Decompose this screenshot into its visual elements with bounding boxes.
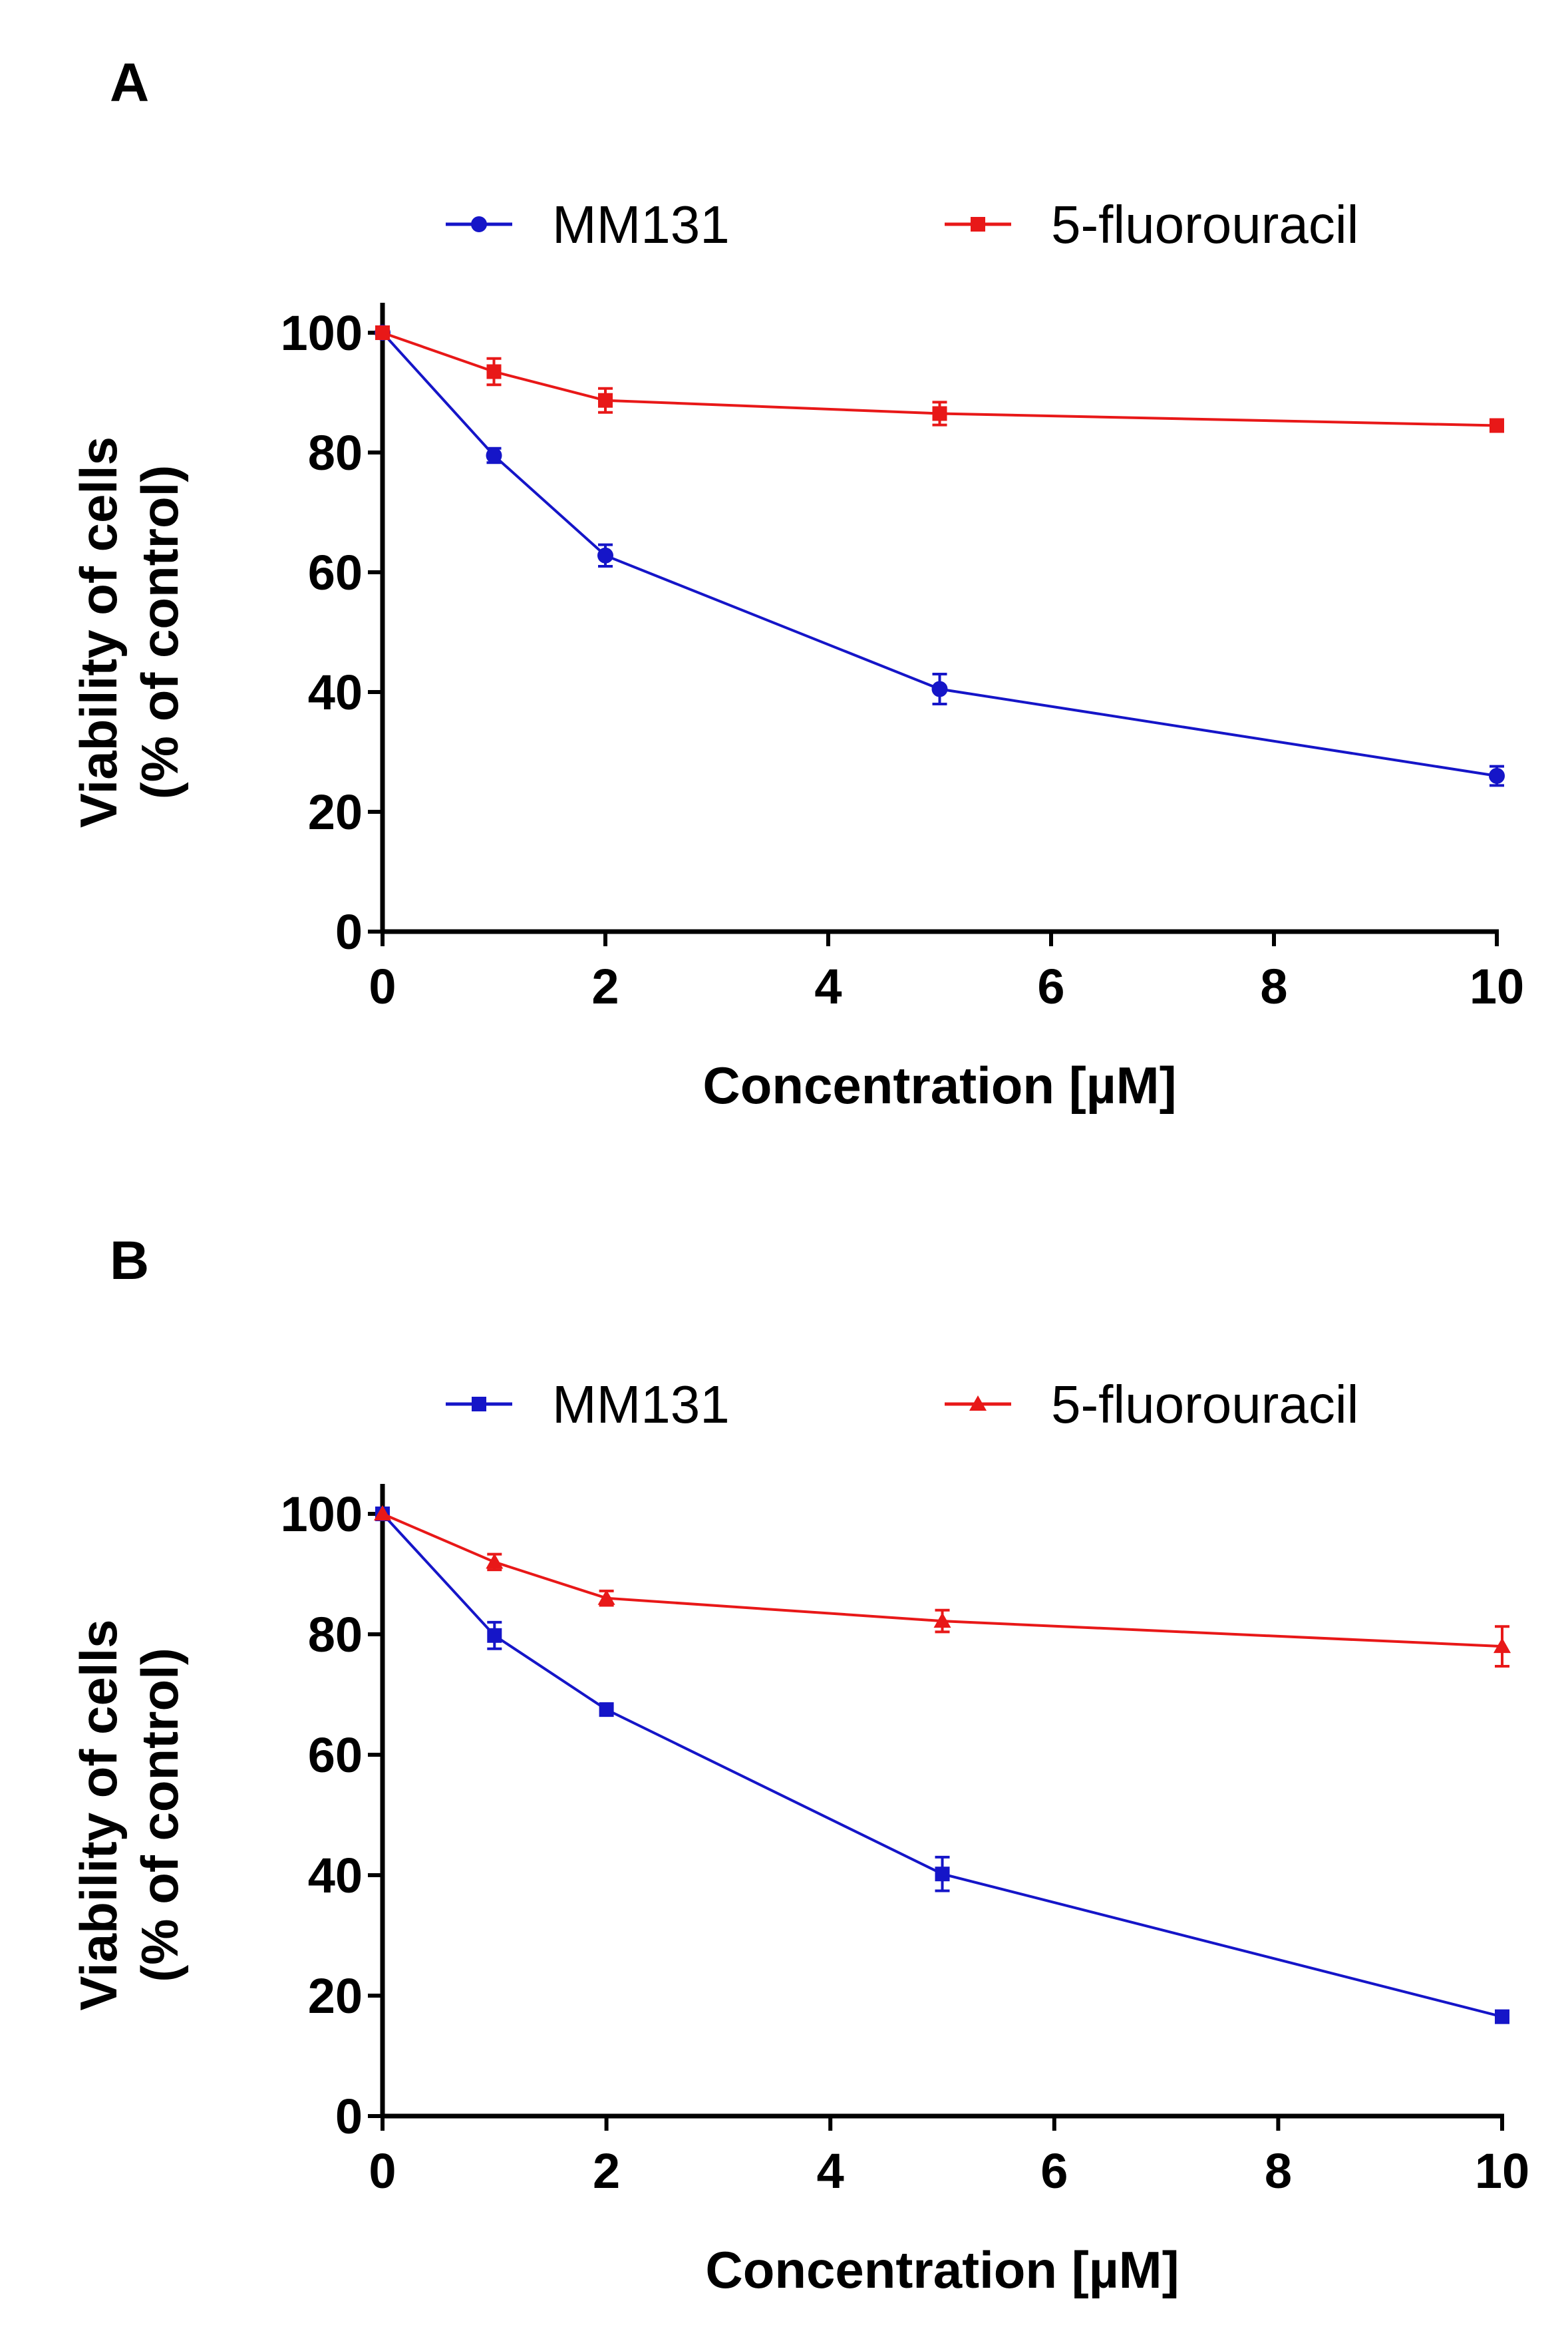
y-tick-label: 0 bbox=[335, 2089, 363, 2144]
y-axis-title: Viability of cells(% of control) bbox=[69, 1619, 189, 2010]
data-point bbox=[931, 681, 948, 697]
series-mm131 bbox=[375, 325, 1505, 787]
data-point bbox=[375, 325, 390, 340]
data-point bbox=[486, 1553, 504, 1569]
x-tick-label: 8 bbox=[1265, 2143, 1292, 2199]
panel-label: B bbox=[110, 1230, 149, 1291]
panel-b: B MM131 5-fluorouracil 0 20 40 60 80 100 0 2 4 6 8 10 C… bbox=[69, 1230, 1529, 2299]
legend-marker bbox=[472, 1397, 486, 1411]
legend-marker bbox=[971, 217, 985, 232]
x-tick-label: 10 bbox=[1470, 959, 1524, 1014]
legend: MM131 5-fluorouracil bbox=[446, 1375, 1358, 1434]
legend-label: MM131 bbox=[552, 1375, 730, 1434]
y-tick-label: 20 bbox=[308, 785, 363, 840]
x-tick-label: 0 bbox=[369, 959, 396, 1014]
data-point bbox=[597, 1589, 615, 1605]
x-tick-label: 4 bbox=[814, 959, 842, 1014]
y-axis-title-line: (% of control) bbox=[130, 465, 189, 800]
data-point bbox=[1493, 1638, 1511, 1654]
series-5-fluorouracil bbox=[374, 1505, 1511, 1668]
y-tick-label: 80 bbox=[308, 425, 363, 480]
x-tick-label: 2 bbox=[593, 2143, 620, 2199]
data-point bbox=[932, 406, 947, 421]
y-tick-label: 100 bbox=[281, 305, 363, 361]
x-tick-label: 6 bbox=[1037, 959, 1064, 1014]
data-point bbox=[486, 447, 502, 464]
data-point bbox=[487, 1628, 502, 1643]
y-tick-label: 80 bbox=[308, 1607, 363, 1662]
y-tick-label: 0 bbox=[335, 904, 363, 960]
x-tick-label: 10 bbox=[1475, 2143, 1529, 2199]
x-tick-label: 8 bbox=[1260, 959, 1287, 1014]
data-point bbox=[1495, 2009, 1509, 2024]
data-point bbox=[1489, 768, 1505, 784]
data-point bbox=[597, 547, 613, 564]
axes: 0 20 40 60 80 100 0 2 4 6 8 10 bbox=[281, 303, 1524, 1014]
x-tick-label: 4 bbox=[817, 2143, 844, 2199]
panel-label: A bbox=[110, 53, 149, 113]
series-mm131 bbox=[375, 1507, 1509, 2024]
axes: 0 20 40 60 80 100 0 2 4 6 8 10 bbox=[281, 1484, 1529, 2199]
data-point bbox=[935, 1867, 950, 1882]
x-tick-label: 0 bbox=[369, 2143, 396, 2199]
y-tick-label: 100 bbox=[281, 1487, 363, 1542]
series-line bbox=[381, 331, 1497, 777]
data-point bbox=[599, 1702, 614, 1717]
y-tick-label: 40 bbox=[308, 665, 363, 720]
legend: MM131 5-fluorouracil bbox=[446, 195, 1358, 254]
x-tick-label: 2 bbox=[591, 959, 619, 1014]
panel-a: A MM131 5-fluorouracil 0 20 40 60 80 100 0 2 4 6 8 10 C… bbox=[69, 53, 1524, 1115]
y-tick-label: 60 bbox=[308, 545, 363, 600]
data-point bbox=[598, 393, 613, 408]
y-tick-label: 60 bbox=[308, 1727, 363, 1783]
data-point bbox=[374, 1505, 391, 1521]
x-tick-label: 6 bbox=[1040, 2143, 1068, 2199]
y-tick-label: 20 bbox=[308, 1968, 363, 2024]
y-axis-title-line: Viability of cells bbox=[69, 437, 128, 828]
data-point bbox=[933, 1612, 951, 1628]
y-tick-label: 40 bbox=[308, 1848, 363, 1903]
data-point bbox=[1490, 418, 1504, 433]
legend-label: 5-fluorouracil bbox=[1051, 195, 1358, 254]
series-5-fluorouracil bbox=[375, 325, 1504, 433]
legend-marker bbox=[969, 1395, 987, 1411]
legend-label: MM131 bbox=[552, 195, 730, 254]
legend-marker bbox=[471, 216, 487, 232]
y-axis-title: Viability of cells(% of control) bbox=[69, 437, 189, 828]
legend-label: 5-fluorouracil bbox=[1051, 1375, 1358, 1434]
y-axis-title-line: Viability of cells bbox=[69, 1619, 128, 2010]
x-axis-title: Concentration [µM] bbox=[705, 2241, 1179, 2299]
x-axis-title: Concentration [µM] bbox=[703, 1056, 1176, 1115]
y-axis-title-line: (% of control) bbox=[130, 1648, 189, 1982]
data-point bbox=[486, 364, 502, 379]
series-line bbox=[381, 1513, 1503, 2018]
